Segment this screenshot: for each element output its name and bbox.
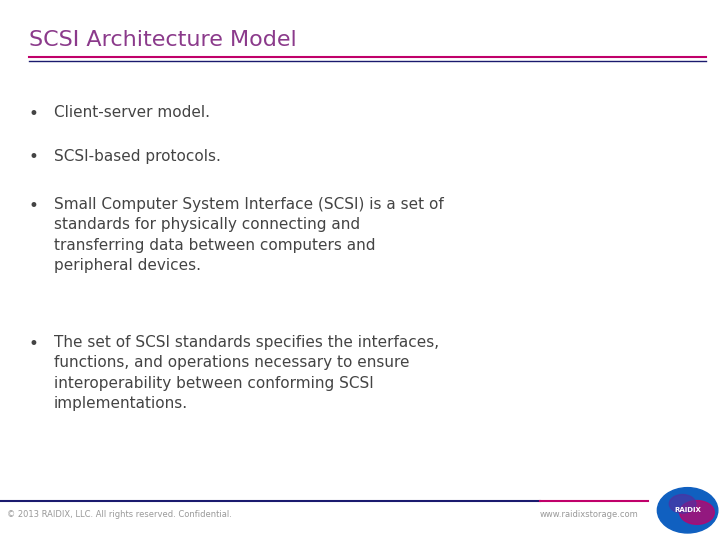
Text: SCSI-based protocols.: SCSI-based protocols. — [54, 148, 221, 164]
Text: •: • — [29, 197, 39, 215]
Text: •: • — [29, 148, 39, 166]
Text: •: • — [29, 105, 39, 123]
Text: SCSI Architecture Model: SCSI Architecture Model — [29, 30, 297, 50]
Ellipse shape — [680, 501, 714, 524]
Circle shape — [657, 488, 718, 533]
Text: The set of SCSI standards specifies the interfaces,
functions, and operations ne: The set of SCSI standards specifies the … — [54, 335, 439, 411]
Text: •: • — [29, 335, 39, 353]
Ellipse shape — [670, 495, 696, 513]
Text: RAIDIX: RAIDIX — [674, 507, 701, 514]
Text: © 2013 RAIDIX, LLC. All rights reserved. Confidential.: © 2013 RAIDIX, LLC. All rights reserved.… — [7, 510, 232, 519]
Text: www.raidixstorage.com: www.raidixstorage.com — [540, 510, 639, 519]
Text: Small Computer System Interface (SCSI) is a set of
standards for physically conn: Small Computer System Interface (SCSI) i… — [54, 197, 444, 273]
Text: Client-server model.: Client-server model. — [54, 105, 210, 120]
